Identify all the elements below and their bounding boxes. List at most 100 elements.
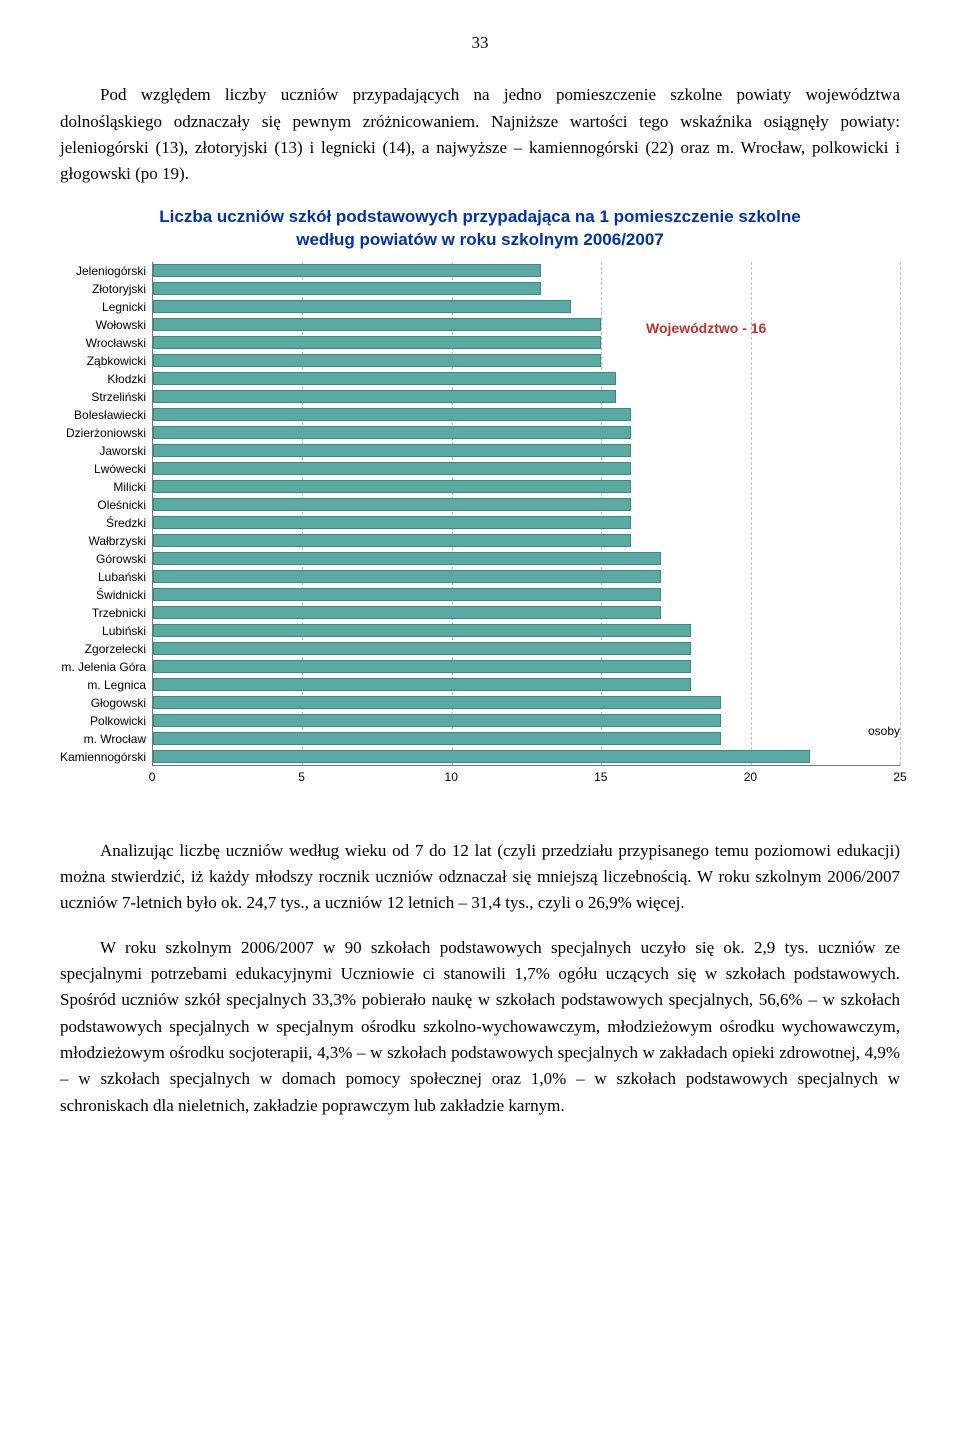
chart-bar-label: Lwówecki bbox=[60, 460, 146, 478]
chart-bar-row bbox=[153, 262, 900, 280]
chart-bar bbox=[153, 300, 571, 313]
chart-bar-row bbox=[153, 748, 900, 766]
chart-bar-label: Lubański bbox=[60, 568, 146, 586]
chart-bar-row bbox=[153, 640, 900, 658]
chart-bar bbox=[153, 660, 691, 673]
chart-bar-row bbox=[153, 406, 900, 424]
chart-bar bbox=[153, 372, 616, 385]
chart-bar-label: Wołowski bbox=[60, 316, 146, 334]
chart-bar bbox=[153, 750, 810, 763]
chart-bar-label: Świdnicki bbox=[60, 586, 146, 604]
chart-bar-label: Głogowski bbox=[60, 694, 146, 712]
chart: JeleniogórskiZłotoryjskiLegnickiWołowski… bbox=[60, 262, 900, 788]
chart-bar-row bbox=[153, 424, 900, 442]
chart-bar-row bbox=[153, 388, 900, 406]
chart-bar-row bbox=[153, 712, 900, 730]
chart-bar-row bbox=[153, 370, 900, 388]
chart-bar bbox=[153, 732, 721, 745]
chart-bar-label: Lubiński bbox=[60, 622, 146, 640]
chart-bar bbox=[153, 336, 601, 349]
chart-bar bbox=[153, 678, 691, 691]
chart-bar-row bbox=[153, 622, 900, 640]
chart-x-tick: 5 bbox=[298, 768, 305, 787]
chart-bar bbox=[153, 498, 631, 511]
paragraph-1: Pod względem liczby uczniów przypadający… bbox=[60, 82, 900, 187]
chart-bar-row bbox=[153, 460, 900, 478]
chart-bar-label: Strzeliński bbox=[60, 388, 146, 406]
chart-title-line2: według powiatów w roku szkolnym 2006/200… bbox=[296, 230, 664, 249]
chart-bar-label: Górowski bbox=[60, 550, 146, 568]
chart-bar-label: Kamiennogórski bbox=[60, 748, 146, 766]
chart-bar bbox=[153, 696, 721, 709]
chart-bar-row bbox=[153, 694, 900, 712]
chart-bar bbox=[153, 606, 661, 619]
chart-bar-row bbox=[153, 514, 900, 532]
chart-bar-row bbox=[153, 334, 900, 352]
chart-bar bbox=[153, 552, 661, 565]
chart-y-labels: JeleniogórskiZłotoryjskiLegnickiWołowski… bbox=[60, 262, 152, 788]
chart-x-tick: 20 bbox=[744, 768, 757, 787]
chart-bar bbox=[153, 318, 601, 331]
chart-bar-label: Ząbkowicki bbox=[60, 352, 146, 370]
chart-bar bbox=[153, 282, 541, 295]
chart-bar-label: Milicki bbox=[60, 478, 146, 496]
chart-bar bbox=[153, 714, 721, 727]
chart-bar-row bbox=[153, 568, 900, 586]
chart-bar-label: Dzierżoniowski bbox=[60, 424, 146, 442]
chart-bar-row bbox=[153, 280, 900, 298]
chart-plot-area: Województwo - 16 osoby bbox=[152, 262, 900, 766]
chart-bar-label: Złotoryjski bbox=[60, 280, 146, 298]
chart-bar-label: m. Legnica bbox=[60, 676, 146, 694]
chart-bar-row bbox=[153, 550, 900, 568]
chart-x-tick: 10 bbox=[445, 768, 458, 787]
chart-bar bbox=[153, 480, 631, 493]
chart-x-tick: 0 bbox=[149, 768, 156, 787]
chart-bar-label: Wałbrzyski bbox=[60, 532, 146, 550]
chart-title-line1: Liczba uczniów szkół podstawowych przypa… bbox=[159, 207, 800, 226]
chart-bar-label: Legnicki bbox=[60, 298, 146, 316]
chart-bar bbox=[153, 354, 601, 367]
chart-bar-label: Jaworski bbox=[60, 442, 146, 460]
chart-x-axis: 0510152025 bbox=[152, 766, 900, 788]
chart-bar-label: Polkowicki bbox=[60, 712, 146, 730]
chart-x-tick: 15 bbox=[594, 768, 607, 787]
chart-bar-label: Kłodzki bbox=[60, 370, 146, 388]
chart-bar-row bbox=[153, 298, 900, 316]
chart-bar-label: Trzebnicki bbox=[60, 604, 146, 622]
chart-bar-row bbox=[153, 676, 900, 694]
chart-bar-row bbox=[153, 532, 900, 550]
chart-bar-row bbox=[153, 658, 900, 676]
chart-bar-label: Wrocławski bbox=[60, 334, 146, 352]
chart-bar-row bbox=[153, 586, 900, 604]
chart-bar bbox=[153, 624, 691, 637]
chart-bar-row bbox=[153, 352, 900, 370]
chart-bar bbox=[153, 426, 631, 439]
chart-title: Liczba uczniów szkół podstawowych przypa… bbox=[60, 206, 900, 252]
chart-bar-row bbox=[153, 604, 900, 622]
gridline bbox=[900, 262, 901, 765]
chart-bar-label: Bolesławiecki bbox=[60, 406, 146, 424]
chart-bar-label: Zgorzelecki bbox=[60, 640, 146, 658]
chart-bar-label: m. Jelenia Góra bbox=[60, 658, 146, 676]
chart-bar-label: Oleśnicki bbox=[60, 496, 146, 514]
chart-bar bbox=[153, 588, 661, 601]
chart-plot: Województwo - 16 osoby 0510152025 bbox=[152, 262, 900, 788]
chart-bar bbox=[153, 444, 631, 457]
chart-bar-label: Jeleniogórski bbox=[60, 262, 146, 280]
chart-x-tick: 25 bbox=[893, 768, 906, 787]
chart-bar bbox=[153, 570, 661, 583]
chart-annotation: Województwo - 16 bbox=[646, 318, 766, 340]
chart-bar bbox=[153, 462, 631, 475]
paragraph-3: W roku szkolnym 2006/2007 w 90 szkołach … bbox=[60, 935, 900, 1119]
chart-bar-row bbox=[153, 730, 900, 748]
chart-bar bbox=[153, 642, 691, 655]
chart-bar bbox=[153, 264, 541, 277]
page-number: 33 bbox=[60, 30, 900, 56]
chart-bar bbox=[153, 408, 631, 421]
chart-bar-label: m. Wrocław bbox=[60, 730, 146, 748]
paragraph-2: Analizując liczbę uczniów według wieku o… bbox=[60, 838, 900, 917]
chart-bar bbox=[153, 390, 616, 403]
chart-bar-row bbox=[153, 442, 900, 460]
chart-bar-row bbox=[153, 478, 900, 496]
chart-bar-row bbox=[153, 496, 900, 514]
